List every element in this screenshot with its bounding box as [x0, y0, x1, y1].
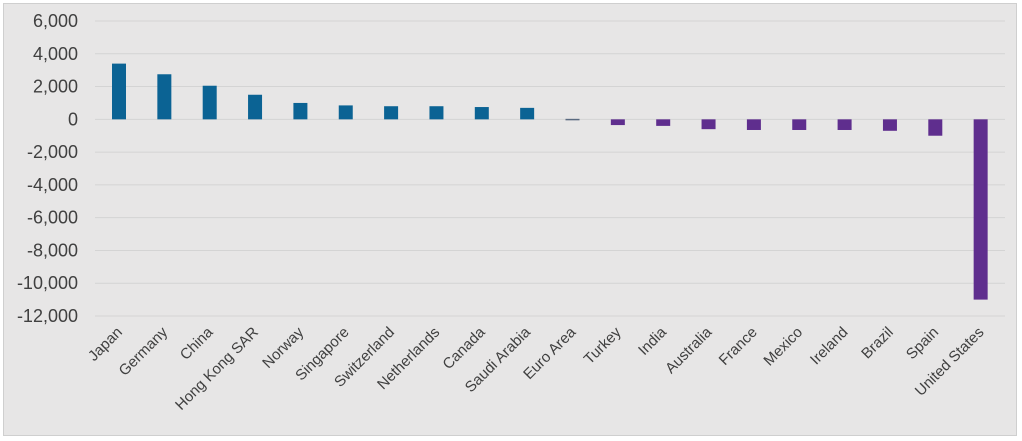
y-tick-label: -8,000	[27, 240, 78, 260]
y-tick-label: 0	[68, 109, 78, 129]
x-category-label: Germany	[116, 323, 172, 379]
bar-france	[746, 119, 761, 130]
y-tick-label: 2,000	[33, 77, 78, 97]
x-category-label: Brazil	[858, 324, 897, 363]
y-axis-ticks: 6,000 4,000 2,000 0 -2,000 -4,000 -6,000 -8,000…	[17, 11, 78, 326]
bar-japan	[112, 63, 126, 120]
bar-turkey	[610, 119, 625, 126]
bar-ireland	[837, 119, 852, 130]
bar-china	[202, 85, 217, 120]
bar-norway	[293, 102, 308, 120]
gridlines	[95, 20, 1005, 317]
x-category-label: Ireland	[807, 324, 851, 368]
x-category-label: Mexico	[760, 324, 806, 370]
y-tick-label: -4,000	[27, 175, 78, 195]
bar-singapore	[338, 105, 353, 120]
x-category-label: France	[716, 324, 761, 369]
chart-frame	[3, 3, 1017, 436]
y-tick-label: 6,000	[33, 11, 78, 31]
x-category-label: Australia	[662, 323, 716, 377]
bar-germany	[157, 74, 172, 120]
bars	[112, 63, 988, 300]
bar-canada	[474, 107, 489, 120]
x-category-label: Hong Kong SAR	[172, 324, 262, 414]
bar-mexico	[792, 119, 807, 130]
bar-hong-kong-sar	[248, 94, 263, 120]
x-category-label: Spain	[903, 324, 942, 363]
y-tick-label: -6,000	[27, 208, 78, 228]
bar-australia	[701, 119, 716, 130]
x-category-label: India	[635, 323, 670, 358]
bar-switzerland	[384, 106, 399, 120]
bar-united-states	[973, 119, 988, 300]
bar-saudi-arabia	[520, 107, 535, 120]
bar-india	[656, 119, 671, 126]
y-tick-label: -10,000	[17, 273, 78, 293]
x-category-label: Turkey	[581, 323, 625, 367]
bar-netherlands	[429, 106, 444, 120]
bar-brazil	[882, 119, 897, 131]
x-category-label: China	[177, 323, 217, 363]
x-category-label: Japan	[85, 324, 126, 365]
y-tick-label: -12,000	[17, 306, 78, 326]
bar-euro-area	[565, 118, 580, 121]
y-tick-label: 4,000	[33, 44, 78, 64]
y-tick-label: -2,000	[27, 142, 78, 162]
bar-spain	[928, 119, 943, 136]
